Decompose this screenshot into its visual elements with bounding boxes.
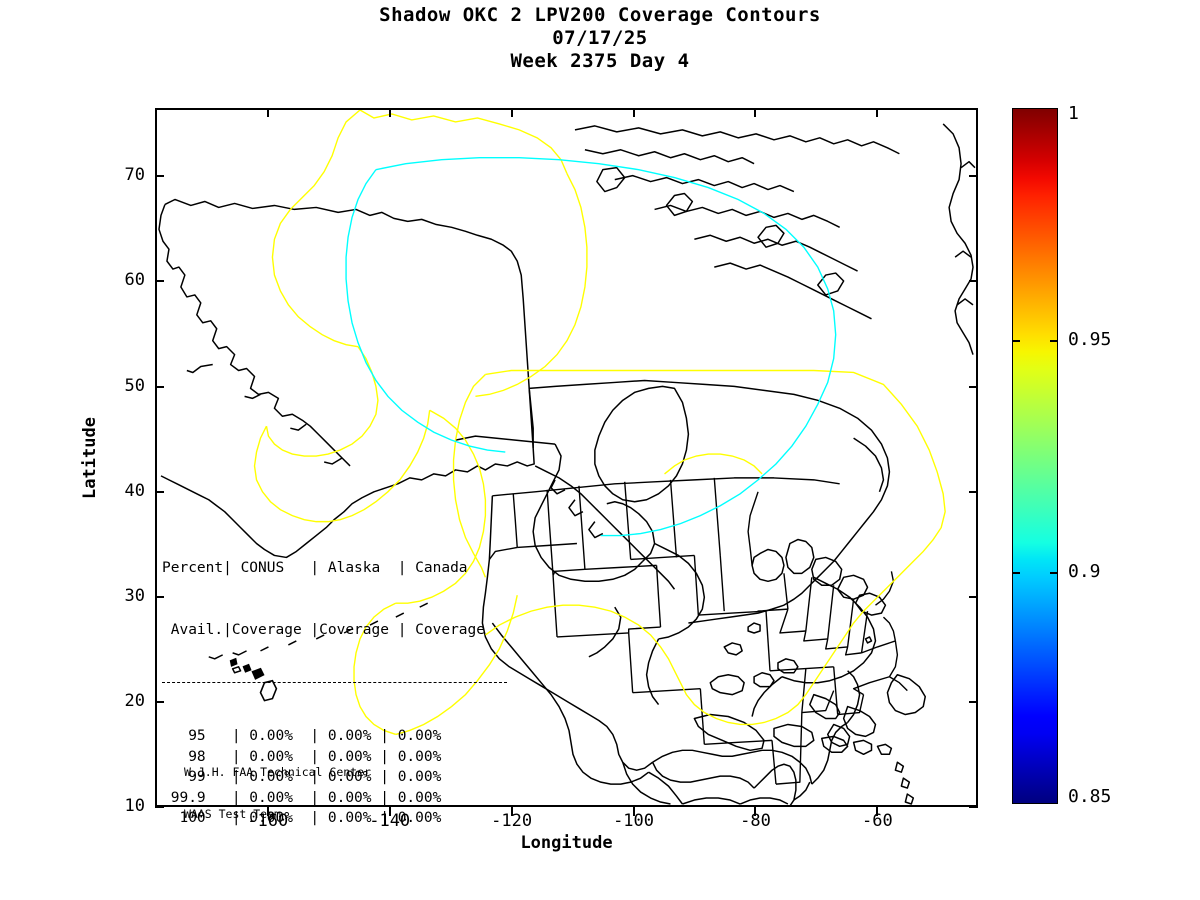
- stats-body: 95 | 0.00% | 0.00% | 0.00% 98 | 0.00% | …: [170, 728, 442, 826]
- y-tick-mark: [155, 700, 164, 703]
- north-america-map: [158, 110, 976, 805]
- colorbar-tick-label: 0.85: [1068, 786, 1112, 807]
- x-tick-mark: [632, 108, 635, 117]
- y-tick-mark: [969, 175, 978, 178]
- x-tick-label: -100: [613, 811, 655, 831]
- y-tick-mark: [155, 280, 164, 283]
- colorbar-tick-mark: [1012, 340, 1020, 342]
- map-plot-area: Percent| CONUS | Alaska | Canada Avail.|…: [155, 108, 978, 826]
- colorbar-tick-mark: [1050, 572, 1058, 574]
- colorbar-tick-mark: [1050, 340, 1058, 342]
- y-tick-mark: [969, 280, 978, 283]
- y-tick-label: 20: [124, 690, 145, 711]
- colorbar-tick-mark: [1012, 572, 1020, 574]
- y-tick-label: 40: [124, 480, 145, 501]
- x-tick-label: -80: [740, 811, 771, 831]
- hawaii-islands: [229, 657, 278, 702]
- title-line-2: 07/17/25: [552, 27, 648, 49]
- x-tick-mark: [754, 108, 757, 117]
- x-axis-label: Longitude: [520, 833, 613, 853]
- x-tick-mark: [632, 807, 635, 816]
- y-tick-mark: [155, 175, 164, 178]
- colorbar-tick-label: 0.9: [1068, 561, 1101, 582]
- x-tick-mark: [876, 108, 879, 117]
- x-tick-label: -140: [369, 811, 411, 831]
- coverage-stats-table: Percent| CONUS | Alaska | Canada Avail.|…: [162, 517, 507, 870]
- y-tick-label: 50: [124, 375, 145, 396]
- credit-line-1: W.J.H. FAA Technical Center: [184, 765, 371, 779]
- x-tick-mark: [510, 807, 513, 816]
- x-tick-label: -60: [862, 811, 893, 831]
- credit-text: W.J.H. FAA Technical Center WAAS Test Te…: [184, 737, 371, 849]
- colorbar-tick-label: 1: [1068, 103, 1079, 124]
- canada-coverage-boundary: [345, 157, 837, 537]
- x-tick-mark: [266, 807, 269, 816]
- y-tick-label: 10: [124, 796, 145, 816]
- title-line-3: Week 2375 Day 4: [510, 50, 690, 72]
- stats-header-row-1: Percent| CONUS | Alaska | Canada: [162, 560, 468, 576]
- title-line-1: Shadow OKC 2 LPV200 Coverage Contours: [379, 4, 821, 26]
- y-tick-label: 70: [124, 165, 145, 186]
- chart-title-block: Shadow OKC 2 LPV200 Coverage Contours 07…: [0, 4, 1200, 73]
- x-tick-mark: [388, 108, 391, 117]
- x-tick-mark: [754, 807, 757, 816]
- y-tick-mark: [155, 385, 164, 388]
- y-tick-label: 30: [124, 585, 145, 606]
- conus-alaska-coverage-boundary: [253, 110, 946, 736]
- stats-header-row-2: Avail.|Coverage |Coverage | Coverage: [162, 621, 486, 638]
- y-tick-mark: [155, 490, 164, 493]
- x-tick-label: -120: [491, 811, 533, 831]
- y-tick-mark: [969, 385, 978, 388]
- y-tick-mark: [969, 595, 978, 598]
- y-axis-label: Latitude: [80, 417, 100, 499]
- y-tick-mark: [969, 700, 978, 703]
- x-tick-mark: [266, 108, 269, 117]
- y-tick-label: 60: [124, 270, 145, 291]
- x-tick-mark: [388, 807, 391, 816]
- colorbar: [1012, 108, 1058, 804]
- colorbar-gradient: [1012, 108, 1058, 804]
- colorbar-tick-label: 0.95: [1068, 329, 1112, 350]
- x-tick-label: -160: [247, 811, 289, 831]
- x-tick-mark: [510, 108, 513, 117]
- y-tick-mark: [969, 806, 978, 808]
- x-tick-mark: [876, 807, 879, 816]
- y-tick-mark: [969, 490, 978, 493]
- y-tick-mark: [155, 806, 164, 808]
- stats-divider: [162, 682, 507, 683]
- y-tick-mark: [155, 595, 164, 598]
